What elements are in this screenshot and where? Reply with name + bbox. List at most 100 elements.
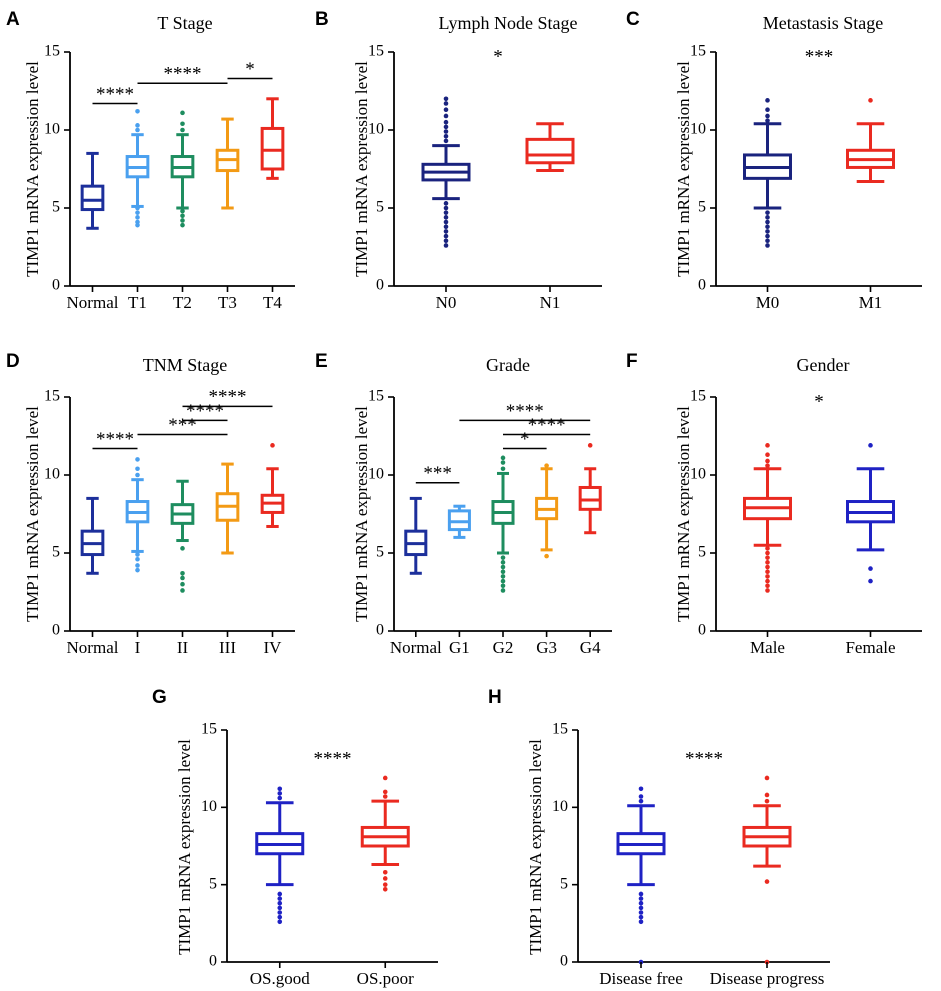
x-tick-label: III — [219, 638, 236, 657]
chart-title: T Stage — [157, 13, 212, 33]
box-disease-progress — [742, 775, 792, 965]
significance-label: * — [245, 59, 255, 80]
outlier-point — [765, 210, 770, 215]
y-axis-label: TIMP1 mRNA expression level — [175, 739, 194, 955]
box-iv — [260, 443, 285, 528]
y-tick-label: 10 — [201, 798, 217, 815]
outlier-point — [765, 560, 770, 565]
x-tick-label: I — [135, 638, 141, 657]
panel-c: C Metastasis Stage TIMP1 mRNA expression l… — [626, 9, 922, 312]
outlier-point — [180, 222, 185, 228]
y-tick-label: 5 — [698, 199, 706, 216]
outlier-point — [638, 794, 644, 799]
outlier-point — [443, 124, 449, 130]
y-tick-label: 10 — [44, 121, 60, 138]
outlier-point — [765, 452, 770, 458]
outlier-point — [500, 569, 506, 575]
outlier-point — [135, 215, 140, 220]
iqr-box — [260, 126, 285, 171]
outlier-point — [443, 113, 449, 119]
outlier-point — [765, 233, 770, 239]
outlier-point — [135, 567, 140, 573]
x-tick-label: G3 — [536, 638, 557, 657]
outlier-point — [443, 107, 449, 113]
outlier-point — [443, 205, 449, 211]
outlier-point — [277, 910, 283, 915]
outlier-point — [544, 553, 549, 559]
box-m0 — [743, 98, 792, 248]
panel-letter: E — [315, 351, 328, 372]
outlier-point — [277, 795, 283, 801]
iqr-box — [80, 184, 105, 212]
panel-letter: F — [626, 351, 638, 372]
outlier-point — [277, 791, 283, 796]
significance-label: *** — [423, 463, 452, 484]
outlier-point — [638, 919, 644, 925]
outlier-point — [765, 443, 770, 448]
iqr-box — [447, 509, 471, 532]
outlier-point — [764, 775, 770, 781]
outlier-point — [277, 914, 283, 920]
x-tick-label: N1 — [540, 293, 561, 312]
outlier-point — [382, 882, 388, 887]
outlier-point — [135, 210, 140, 215]
box-t1 — [125, 108, 150, 228]
x-tick-label: Normal — [67, 293, 119, 312]
outlier-point — [764, 798, 770, 804]
y-tick-label: 5 — [376, 544, 384, 561]
box-g1 — [447, 504, 471, 539]
outlier-point — [382, 775, 388, 781]
box-m1 — [846, 98, 895, 183]
y-tick-label: 0 — [376, 277, 384, 294]
outlier-point — [868, 566, 873, 571]
y-tick-label: 0 — [209, 953, 217, 970]
outlier-point — [443, 201, 449, 206]
outlier-point — [765, 564, 770, 570]
outlier-point — [135, 563, 140, 568]
significance-label: **** — [96, 84, 134, 105]
outlier-point — [135, 466, 140, 472]
outlier-point — [443, 229, 449, 234]
y-tick-label: 0 — [698, 622, 706, 639]
significance-label: **** — [164, 64, 202, 85]
outlier-point — [277, 891, 283, 897]
outlier-point — [868, 98, 873, 103]
significance-label: **** — [506, 401, 544, 422]
x-tick-label: G2 — [493, 638, 514, 657]
outlier-point — [135, 556, 140, 562]
x-tick-label: G4 — [580, 638, 601, 657]
outlier-point — [765, 578, 770, 584]
outlier-point — [443, 129, 449, 134]
outlier-point — [500, 455, 506, 461]
y-tick-label: 15 — [368, 388, 384, 405]
box-g4 — [578, 443, 602, 535]
outlier-point — [765, 583, 770, 589]
x-tick-label: T2 — [173, 293, 192, 312]
panel-letter: G — [152, 687, 167, 708]
y-tick-label: 15 — [552, 721, 568, 738]
box-normal — [404, 496, 428, 575]
x-tick-label: IV — [264, 638, 283, 657]
box-n1 — [525, 122, 575, 173]
outlier-point — [638, 896, 644, 901]
outlier-point — [135, 127, 140, 133]
y-tick-label: 5 — [52, 544, 60, 561]
panel-letter: A — [6, 9, 20, 30]
outlier-point — [765, 238, 770, 244]
outlier-point — [443, 96, 449, 102]
outlier-point — [443, 133, 449, 139]
y-tick-label: 10 — [690, 121, 706, 138]
panel-d: D TNM Stage TIMP1 mRNA expression level 0 5 1… — [6, 351, 295, 657]
outlier-point — [443, 219, 449, 225]
outlier-point — [544, 463, 549, 468]
outlier-point — [638, 891, 644, 897]
outlier-point — [765, 219, 770, 225]
outlier-point — [180, 213, 185, 219]
y-axis-label: TIMP1 mRNA expression level — [352, 61, 371, 277]
outlier-point — [638, 914, 644, 920]
box-i — [125, 457, 150, 573]
outlier-point — [638, 900, 644, 906]
outlier-point — [765, 550, 770, 556]
outlier-point — [135, 552, 140, 557]
outlier-point — [180, 127, 185, 133]
